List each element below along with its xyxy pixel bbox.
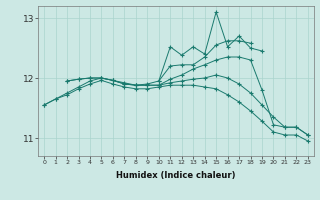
X-axis label: Humidex (Indice chaleur): Humidex (Indice chaleur) [116, 171, 236, 180]
